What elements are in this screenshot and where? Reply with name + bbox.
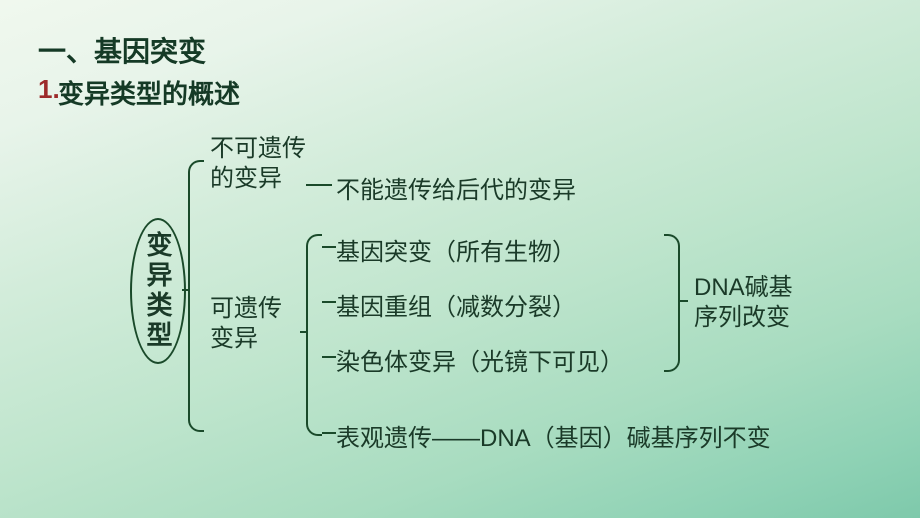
tick-row-1 [322, 246, 336, 248]
inherit-left-bracket [306, 234, 322, 436]
dna-change-label-line2: 序列改变 [694, 297, 790, 332]
noninherit-definition: 不能遗传给后代的变异 [336, 170, 576, 205]
dna-change-right-bracket [664, 234, 680, 372]
root-node-label: 变异类型 [145, 231, 171, 351]
subsection-title: 变异类型的概述 [58, 74, 240, 111]
inherit-row-1: 基因突变（所有生物） [336, 232, 576, 267]
tick-row-2 [322, 301, 336, 303]
connector-right-bracket-to-label [678, 300, 688, 302]
tick-row-3 [322, 356, 336, 358]
main-left-bracket [188, 160, 204, 432]
tick-row-4 [322, 432, 336, 434]
inherit-label-line2: 变异 [210, 318, 258, 353]
connector-oval-to-bracket [182, 289, 190, 291]
inherit-row-4: 表观遗传——DNA（基因）碱基序列不变 [336, 418, 771, 453]
subsection-number: 1. [38, 74, 60, 105]
inherit-row-2: 基因重组（减数分裂） [336, 287, 576, 322]
connector-inherit-to-bracket [300, 331, 308, 333]
noninherit-label-line2: 的变异 [210, 158, 282, 193]
root-node-oval: 变异类型 [130, 218, 186, 364]
section-heading: 一、基因突变 [38, 30, 206, 70]
inherit-row-3: 染色体变异（光镜下可见） [336, 342, 624, 377]
connector-noninherit-def [306, 184, 332, 186]
